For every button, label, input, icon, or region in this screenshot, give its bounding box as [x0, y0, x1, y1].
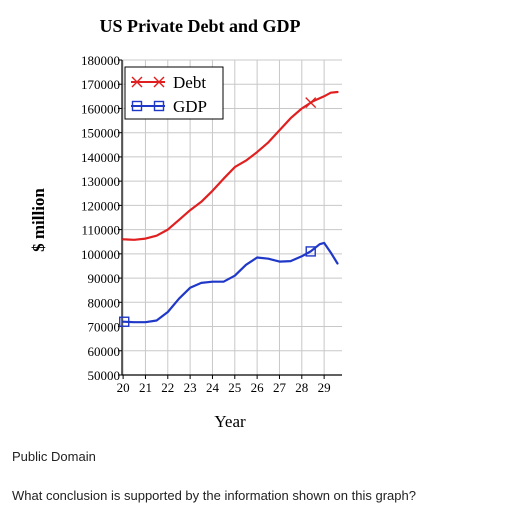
y-tick-label: 70000 — [88, 320, 121, 335]
y-tick-label: 180000 — [81, 53, 120, 68]
y-tick-label: 170000 — [81, 77, 120, 92]
x-tick-label: 24 — [206, 380, 220, 395]
legend-debt-marker — [131, 76, 143, 88]
x-tick-label: 22 — [161, 380, 174, 395]
chart-title: US Private Debt and GDP — [100, 16, 301, 36]
gdp-series-marker — [305, 246, 316, 257]
gdp-series-line — [121, 241, 339, 324]
debt-gdp-line-chart: US Private Debt and GDP $ million Year 1… — [29, 16, 342, 431]
gdp-series-marker — [119, 316, 130, 327]
legend-gdp-marker — [131, 100, 143, 112]
x-tick-label: 26 — [251, 380, 265, 395]
x-tick-label: 27 — [273, 380, 287, 395]
image-credit-caption: Public Domain — [12, 449, 96, 464]
y-tick-label: 130000 — [81, 174, 120, 189]
question-text: What conclusion is supported by the info… — [12, 488, 416, 503]
y-tick-label: 110000 — [81, 223, 120, 238]
y-tick-label: 150000 — [81, 126, 120, 141]
y-tick-label: 80000 — [88, 295, 121, 310]
x-tick-label: 29 — [318, 380, 331, 395]
y-tick-label: 120000 — [81, 198, 120, 213]
data-series — [119, 90, 339, 327]
y-tick-label: 140000 — [81, 150, 120, 165]
y-tick-label: 60000 — [88, 344, 121, 359]
y-axis-label: $ million — [29, 188, 48, 252]
x-tick-label: 20 — [117, 380, 130, 395]
y-tick-labels: 180000 170000 160000 150000 140000 130000 1200… — [81, 53, 120, 383]
legend-debt-label: Debt — [173, 73, 206, 92]
chart-axes — [118, 59, 342, 379]
y-tick-label: 100000 — [81, 247, 120, 262]
x-tick-label: 21 — [139, 380, 152, 395]
x-tick-labels: 20 21 22 23 24 25 26 27 28 29 — [117, 380, 331, 395]
y-tick-label: 160000 — [81, 101, 120, 116]
x-tick-label: 23 — [184, 380, 197, 395]
x-tick-label: 25 — [228, 380, 241, 395]
legend-gdp-marker — [153, 100, 165, 112]
debt-series-marker — [305, 97, 317, 109]
chart-legend: Debt GDP — [124, 66, 224, 120]
legend-debt-marker — [153, 76, 165, 88]
x-axis-label: Year — [214, 412, 246, 431]
x-tick-label: 28 — [295, 380, 308, 395]
chart-figure: US Private Debt and GDP $ million Year 1… — [29, 16, 342, 431]
legend-gdp-label: GDP — [173, 97, 207, 116]
y-tick-label: 50000 — [88, 368, 121, 383]
y-tick-label: 90000 — [88, 271, 121, 286]
